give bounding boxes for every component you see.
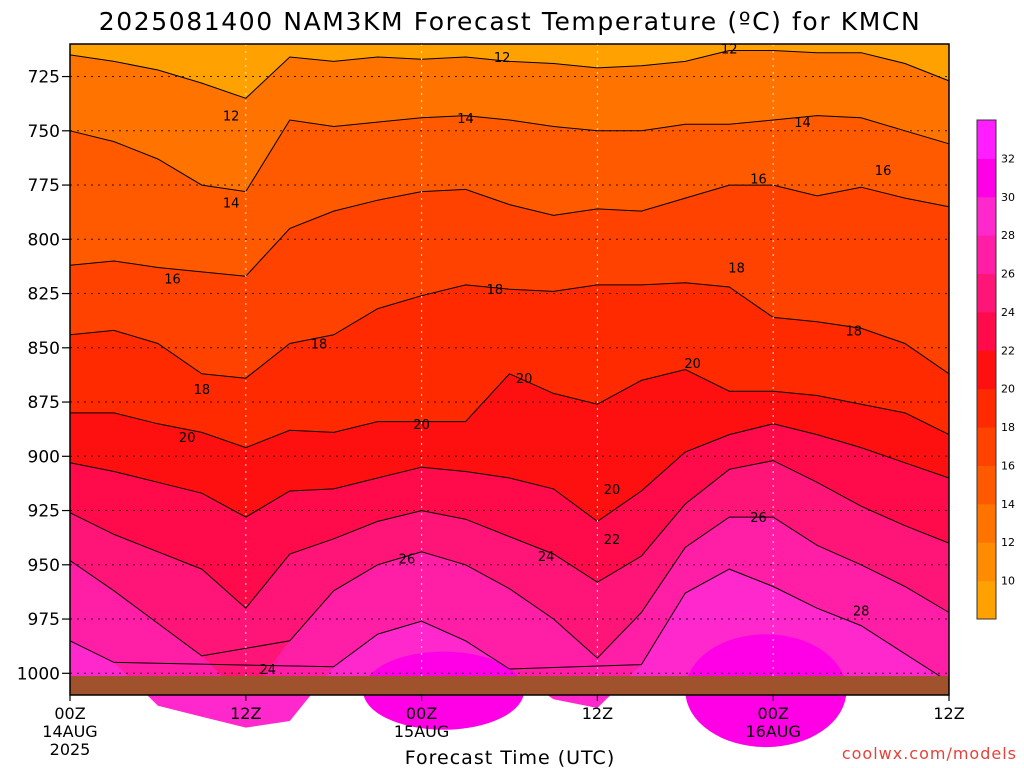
contour-label: 18 [311,337,328,352]
x-tick-label: 00Z [54,704,85,723]
isotherm-12 [69,50,950,99]
contour-label: 14 [223,196,240,211]
y-tick-label: 800 [28,230,60,250]
colorbar-tick-label: 10 [1001,575,1015,588]
y-tick-label: 925 [28,502,60,522]
y-tick-label: 775 [28,176,60,196]
colorbar-frame [976,119,997,620]
y-tick-label: 825 [28,285,60,305]
colorbar-segment [977,350,996,390]
colorbar-tick-label: 20 [1001,383,1015,396]
contour-label: 18 [487,283,504,298]
colorbar-segment [977,427,996,466]
y-tick-label: 1000 [17,664,60,684]
contour-label: 12 [223,110,240,125]
x-tick-date: 15AUG [394,722,449,741]
isotherm-26 [69,516,950,659]
isotherm-contours [69,50,950,683]
colorbar-tick-label: 12 [1001,536,1015,549]
plot-frame [69,43,950,696]
contour-label: 20 [413,418,430,433]
x-tick-date: 14AUG [42,722,97,741]
contour-label: 12 [494,51,511,66]
y-tick-label: 875 [28,393,60,413]
colorbar-segment [977,158,996,198]
colorbar-tick-label: 16 [1001,459,1015,472]
contour-label: 24 [538,550,555,565]
x-tick-label: 12Z [582,704,613,723]
contour-label: 14 [794,116,811,131]
contour-label: 12 [721,42,738,57]
colorbar-segment [977,465,996,505]
contour-label: 26 [399,552,416,567]
contour-label: 20 [516,372,533,387]
contour-label: 18 [846,324,863,339]
colorbar-segment [977,580,996,620]
chart-title: 2025081400 NAM3KM Forecast Temperature (… [99,7,922,36]
x-tick-year: 2025 [50,740,91,759]
colorbar-tick-label: 18 [1001,421,1015,434]
y-axis: 725 750 775 800 825 850 875 900 925 950 975 1000 [17,68,70,684]
isotherm-14 [69,115,950,193]
contour-label: 14 [457,112,474,127]
colorbar-segment [977,120,996,159]
contour-label: 16 [750,173,767,188]
colorbar-tick-label: 26 [1001,268,1015,281]
colorbar-tick-label: 30 [1001,191,1015,204]
x-tick-label: 12Z [230,704,261,723]
credit-text: coolwx.com/models [842,744,1017,763]
contour-label: 22 [604,533,621,548]
colorbar-tick-label: 32 [1001,152,1015,165]
isotherm-16 [69,184,950,277]
y-tick-label: 950 [28,556,60,576]
plot-area [70,44,949,748]
contour-label: 26 [750,511,767,526]
x-tick-date: 16AUG [745,722,800,741]
isotherm-24 [69,460,950,609]
colorbar-segment [977,503,996,543]
contour-label: 24 [260,663,277,678]
colorbar-tick-label: 28 [1001,229,1015,242]
surface-ground [70,676,949,695]
colorbar-segment [977,311,996,351]
contour-label: 20 [684,357,701,372]
colorbar-tick-label: 22 [1001,344,1015,357]
contour-label: 28 [853,604,870,619]
x-axis-label: Forecast Time (UTC) [405,747,615,768]
y-tick-label: 900 [28,447,60,467]
colorbar-tick-label: 14 [1001,498,1015,511]
contour-label: 16 [875,164,892,179]
isotherm-18 [69,282,950,379]
y-tick-label: 975 [28,610,60,630]
contour-label: 16 [164,272,181,287]
colorbar-segment [977,196,996,236]
x-tick-label: 12Z [933,704,964,723]
contour-label: 18 [194,383,211,398]
x-tick-label: 00Z [406,704,437,723]
contour-label: 20 [179,431,196,446]
x-tick-label: 00Z [758,704,789,723]
y-tick-label: 725 [28,68,60,88]
isotherm-20 [70,368,950,449]
colorbar-segment [977,388,996,428]
contour-label: 20 [604,483,621,498]
contour-label: 18 [728,262,745,277]
colorbar: 10 12 14 16 18 20 22 24 26 28 30 32 [976,119,1015,620]
y-tick-label: 750 [28,122,60,142]
y-tick-label: 850 [28,339,60,359]
colorbar-segment [977,273,996,313]
colorbar-segment [977,235,996,275]
colorbar-segment [977,542,996,582]
contour-labels: 12 12 12 14 14 14 16 16 16 18 18 18 18 18 20 20 20 20 20 22… [164,42,891,678]
isotherm-22 [69,423,950,523]
colorbar-tick-label: 24 [1001,306,1015,319]
isotherm-28 [69,568,950,683]
